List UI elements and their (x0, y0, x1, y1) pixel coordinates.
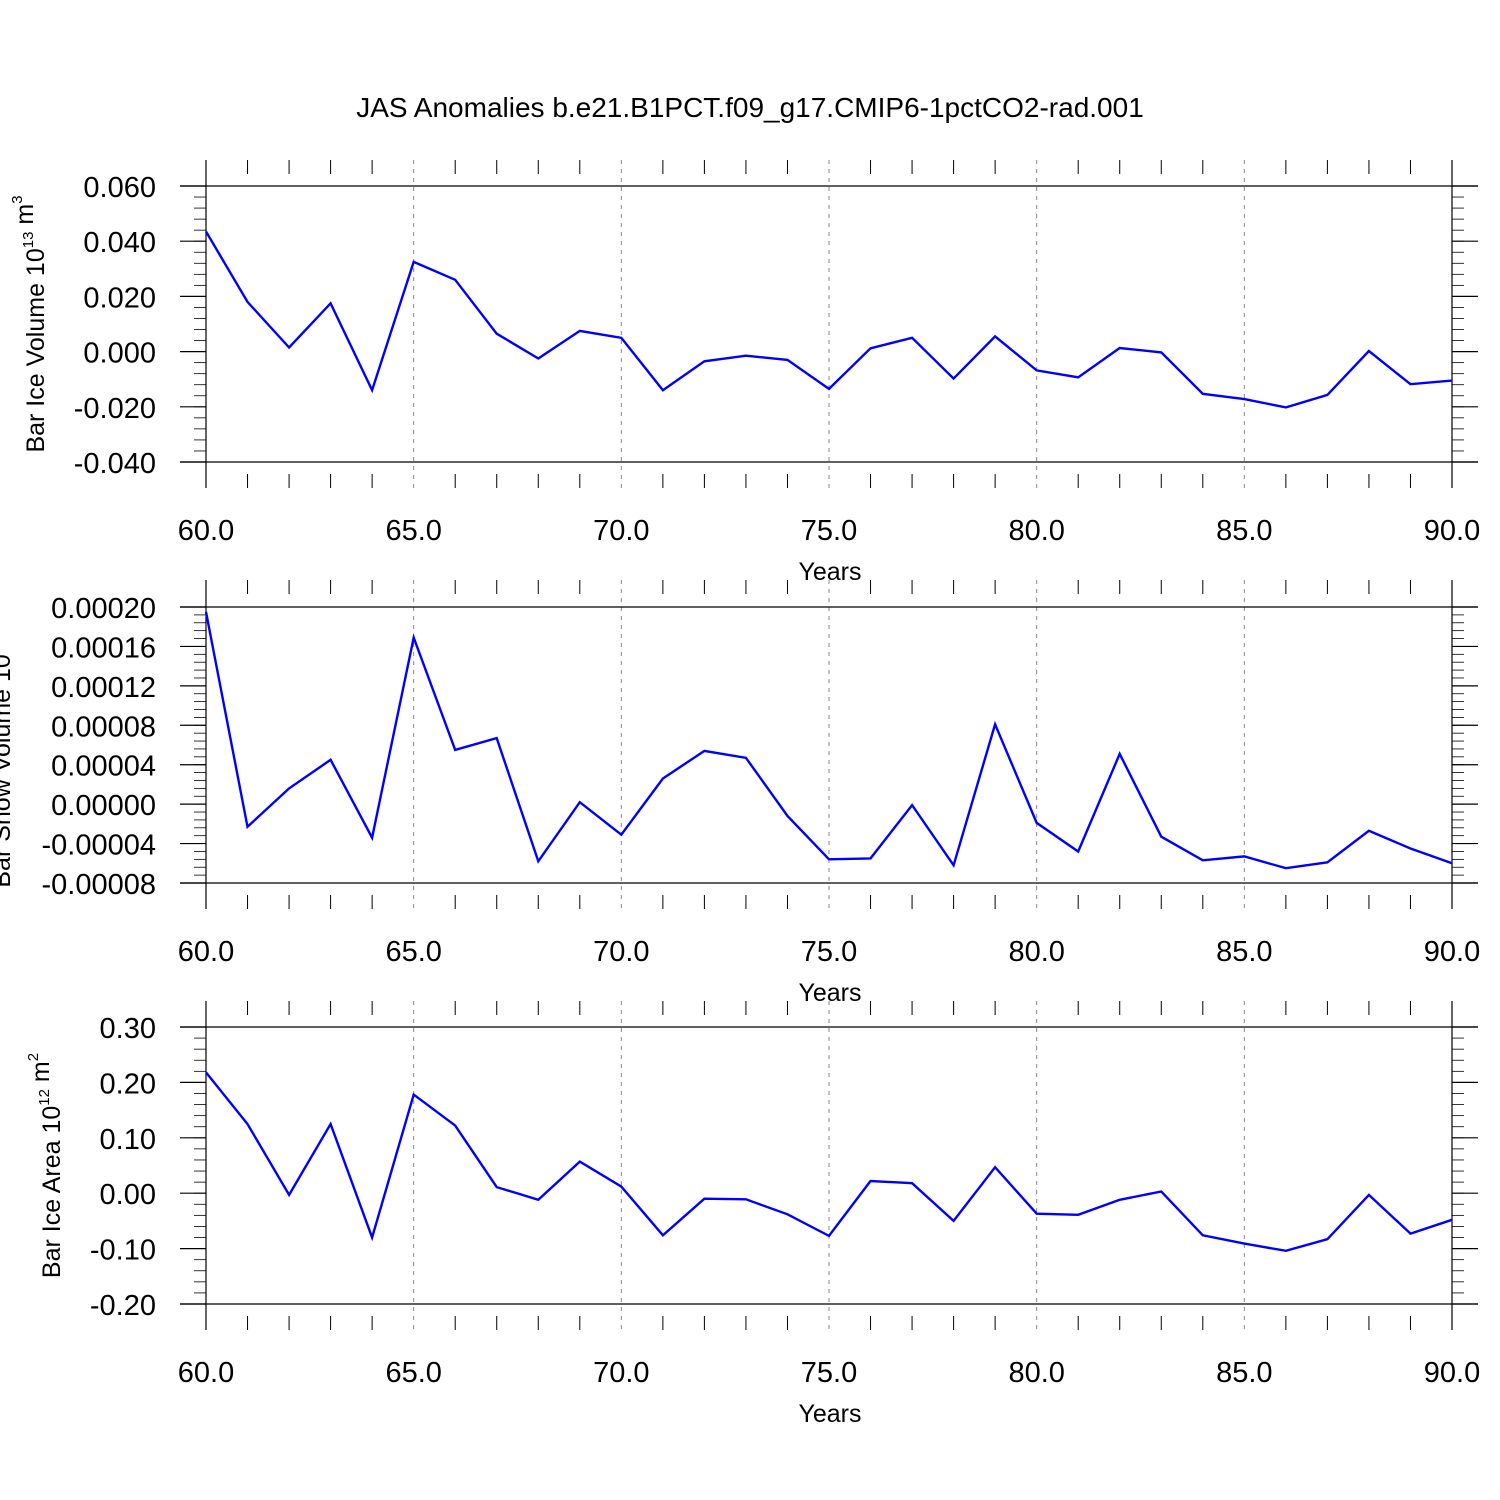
x-tick-label: 75.0 (801, 1357, 857, 1389)
y-tick-label: 0.000 (83, 338, 156, 370)
x-tick-label: 65.0 (385, 515, 441, 547)
x-tick-label: 85.0 (1216, 936, 1272, 968)
y-axis-label-text: m (27, 1061, 55, 1089)
x-tick-label: 60.0 (178, 515, 234, 547)
x-axis-label: Years (798, 1400, 861, 1428)
x-tick-label: 65.0 (385, 936, 441, 968)
y-tick-label: 0.10 (100, 1124, 156, 1156)
y-axis-label-text: m (0, 610, 5, 638)
y-axis-label-text: Bar Ice Volume 10 (22, 248, 50, 452)
y-axis-label-text: m (11, 204, 39, 232)
y-tick-label: 0.060 (83, 172, 156, 204)
x-tick-label: 80.0 (1008, 936, 1064, 968)
y-tick-label: 0.040 (83, 227, 156, 259)
page-title: JAS Anomalies b.e21.B1PCT.f09_g17.CMIP6-… (356, 92, 1144, 123)
x-tick-label: 60.0 (178, 1357, 234, 1389)
x-tick-label: 90.0 (1424, 515, 1480, 547)
x-tick-label: 80.0 (1008, 515, 1064, 547)
x-tick-label: 70.0 (593, 936, 649, 968)
y-tick-label: -0.20 (90, 1290, 156, 1322)
chart-panel-3: 60.0 65.0 70.0 75.0 80.0 85.0 90.0 -0.20 -0.10 0.… (25, 1001, 1480, 1428)
x-axis-label: Years (798, 979, 861, 1007)
y-tick-label: 0.00 (100, 1179, 156, 1211)
x-tick-label: 65.0 (385, 1357, 441, 1389)
y-tick-label: 0.00016 (51, 632, 156, 664)
x-tick-label: 85.0 (1216, 515, 1272, 547)
y-axis-label-superscript: 3 (9, 195, 26, 203)
x-tick-label: 90.0 (1424, 1357, 1480, 1389)
y-axis-label-text: Bar Ice Area 10 (38, 1106, 66, 1278)
y-tick-label: -0.040 (74, 448, 156, 480)
chart-panel-1: 60.0 65.0 70.0 75.0 80.0 85.0 90.0 -0.040 -0.020… (9, 160, 1480, 586)
x-tick-label: 85.0 (1216, 1357, 1272, 1389)
y-tick-label: -0.10 (90, 1235, 156, 1267)
x-tick-label: 75.0 (801, 515, 857, 547)
y-tick-label: -0.00004 (42, 830, 157, 862)
x-axis-label: Years (798, 558, 861, 586)
x-tick-label: 90.0 (1424, 936, 1480, 968)
y-axis-label-superscript: 12 (36, 1089, 53, 1106)
x-tick-label: 75.0 (801, 936, 857, 968)
y-tick-label: 0.00020 (51, 593, 156, 625)
x-tick-label: 70.0 (593, 1357, 649, 1389)
y-axis-label-superscript: 13 (0, 637, 3, 654)
y-axis-label: Bar Ice Volume 1013 m3 (9, 195, 50, 452)
y-axis-label-superscript: 13 (20, 232, 37, 249)
x-tick-label: 80.0 (1008, 1357, 1064, 1389)
y-tick-label: 0.00004 (51, 751, 156, 783)
series-line (204, 230, 1453, 409)
y-axis-label: Bar Snow Volume 1013 m3 (0, 601, 16, 887)
series-line (205, 1071, 1453, 1253)
y-tick-label: 0.20 (100, 1068, 156, 1100)
y-tick-label: 0.00012 (51, 672, 156, 704)
series-line (204, 611, 1453, 870)
chart-panel-2: 60.0 65.0 70.0 75.0 80.0 85.0 90.0 -0.00008 -0.0… (0, 580, 1480, 1007)
x-tick-label: 70.0 (593, 515, 649, 547)
y-tick-label: 0.30 (100, 1013, 156, 1045)
y-tick-label: -0.020 (74, 393, 156, 425)
x-tick-label: 60.0 (178, 936, 234, 968)
y-axis-label: Bar Ice Area 1012 m2 (25, 1053, 66, 1278)
y-tick-label: 0.00008 (51, 711, 156, 743)
y-tick-label: -0.00008 (42, 869, 157, 901)
y-axis-label-superscript: 2 (25, 1053, 42, 1061)
y-axis-label-text: Bar Snow Volume 10 (0, 654, 16, 887)
y-tick-label: 0.00000 (51, 790, 156, 822)
y-tick-label: 0.020 (83, 282, 156, 314)
